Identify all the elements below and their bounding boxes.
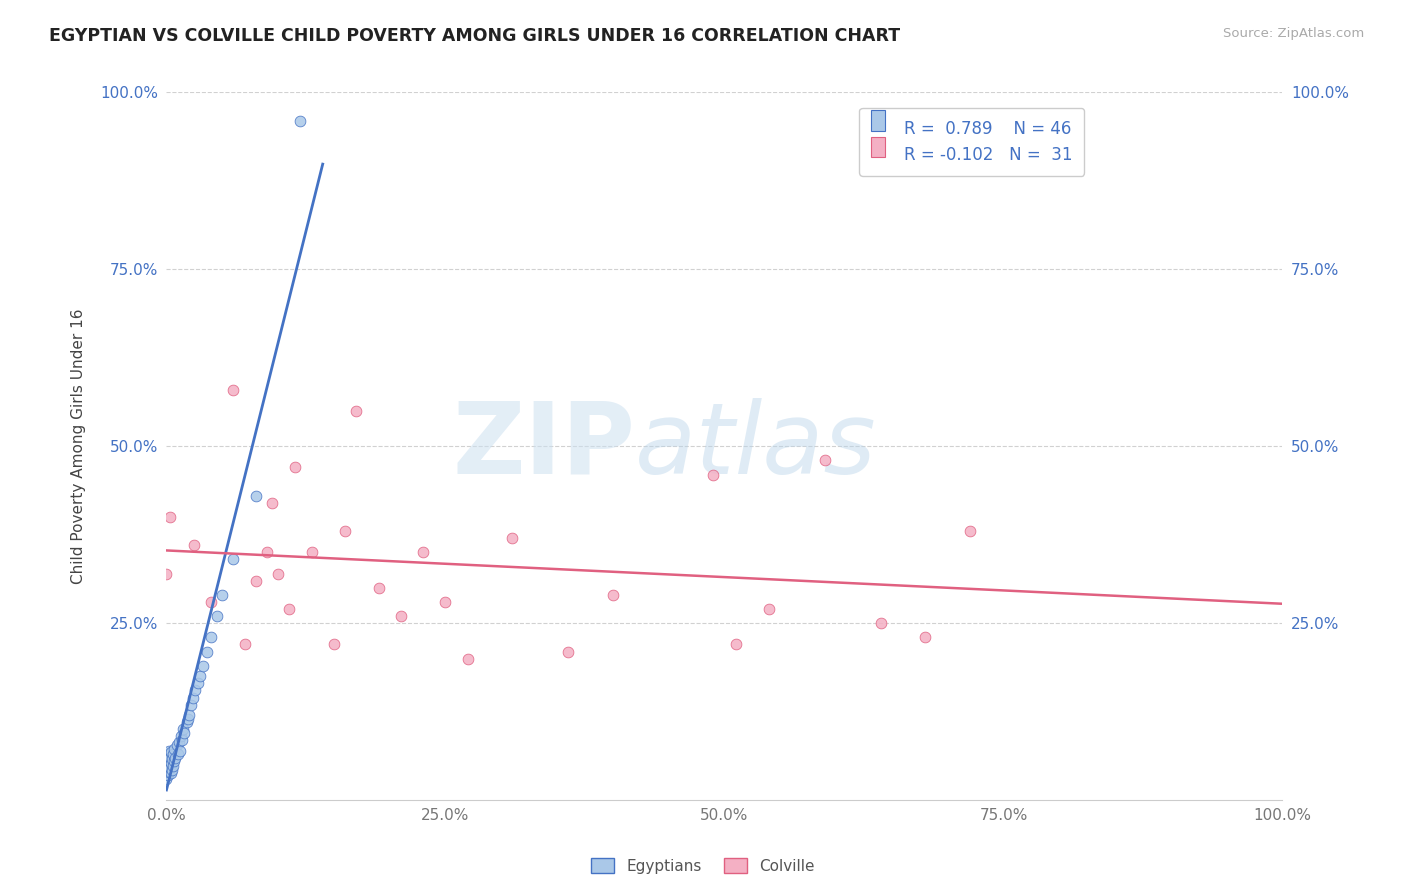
Point bbox=[412, 545, 434, 559]
Point bbox=[172, 723, 194, 737]
Text: ZIP: ZIP bbox=[453, 398, 636, 495]
Point bbox=[602, 588, 624, 602]
Point bbox=[344, 404, 367, 418]
Point bbox=[160, 752, 183, 766]
Legend: Egyptians, Colville: Egyptians, Colville bbox=[585, 852, 821, 880]
Point bbox=[200, 631, 222, 645]
Point bbox=[166, 747, 188, 761]
Point bbox=[322, 637, 344, 651]
Point bbox=[162, 759, 184, 773]
Point bbox=[163, 754, 186, 768]
Text: EGYPTIAN VS COLVILLE CHILD POVERTY AMONG GIRLS UNDER 16 CORRELATION CHART: EGYPTIAN VS COLVILLE CHILD POVERTY AMONG… bbox=[49, 27, 900, 45]
Point bbox=[724, 637, 747, 651]
Point bbox=[159, 510, 181, 524]
Point bbox=[160, 764, 183, 778]
Point bbox=[155, 750, 177, 764]
Point bbox=[758, 602, 780, 616]
Point bbox=[434, 595, 457, 609]
Point bbox=[180, 698, 202, 712]
Point bbox=[165, 750, 187, 764]
Point bbox=[157, 764, 180, 779]
Point bbox=[959, 524, 981, 539]
Point bbox=[245, 489, 267, 503]
Y-axis label: Child Poverty Among Girls Under 16: Child Poverty Among Girls Under 16 bbox=[72, 309, 86, 584]
Point bbox=[155, 757, 177, 772]
Point bbox=[222, 383, 245, 397]
Point bbox=[222, 552, 245, 566]
Point bbox=[267, 566, 290, 581]
Point bbox=[233, 637, 256, 651]
Point bbox=[869, 616, 891, 631]
Point bbox=[245, 574, 267, 588]
Point bbox=[176, 712, 198, 726]
Point bbox=[166, 738, 188, 752]
Point bbox=[169, 743, 191, 757]
Point bbox=[200, 595, 222, 609]
Point bbox=[183, 538, 205, 552]
Point bbox=[187, 676, 209, 690]
Point bbox=[333, 524, 356, 539]
Legend: R =  0.789    N = 46, R = -0.102   N =  31: R = 0.789 N = 46, R = -0.102 N = 31 bbox=[859, 108, 1084, 176]
Point bbox=[157, 743, 180, 757]
Point bbox=[914, 631, 936, 645]
Point bbox=[193, 658, 215, 673]
Point bbox=[211, 588, 233, 602]
Point bbox=[702, 467, 724, 482]
Point bbox=[557, 644, 579, 658]
Point bbox=[170, 730, 193, 744]
Point bbox=[155, 772, 177, 786]
Point bbox=[156, 768, 179, 782]
Point bbox=[256, 545, 278, 559]
Point bbox=[301, 545, 323, 559]
Point bbox=[172, 733, 194, 747]
Point bbox=[181, 690, 204, 705]
Point bbox=[173, 726, 195, 740]
Point bbox=[162, 747, 184, 761]
Point bbox=[262, 496, 284, 510]
Point bbox=[155, 566, 177, 581]
Point bbox=[157, 754, 180, 768]
Point bbox=[195, 644, 218, 658]
Point bbox=[160, 745, 183, 759]
Point bbox=[188, 669, 211, 683]
Point bbox=[155, 764, 177, 779]
Point bbox=[159, 761, 181, 775]
Point bbox=[160, 756, 183, 771]
Text: atlas: atlas bbox=[636, 398, 877, 495]
Point bbox=[184, 683, 207, 698]
Point bbox=[167, 735, 190, 749]
Point bbox=[177, 708, 200, 723]
Point bbox=[457, 651, 479, 665]
Point bbox=[176, 715, 198, 730]
Point bbox=[156, 747, 179, 761]
Point bbox=[163, 742, 186, 756]
Point bbox=[284, 460, 307, 475]
Point bbox=[367, 581, 389, 595]
Point bbox=[160, 766, 183, 780]
Point bbox=[159, 750, 181, 764]
Point bbox=[290, 113, 312, 128]
Text: Source: ZipAtlas.com: Source: ZipAtlas.com bbox=[1223, 27, 1364, 40]
Point bbox=[278, 602, 301, 616]
Point bbox=[205, 609, 228, 624]
Point bbox=[156, 757, 179, 772]
Point bbox=[501, 531, 523, 545]
Point bbox=[814, 453, 837, 467]
Point bbox=[389, 609, 412, 624]
